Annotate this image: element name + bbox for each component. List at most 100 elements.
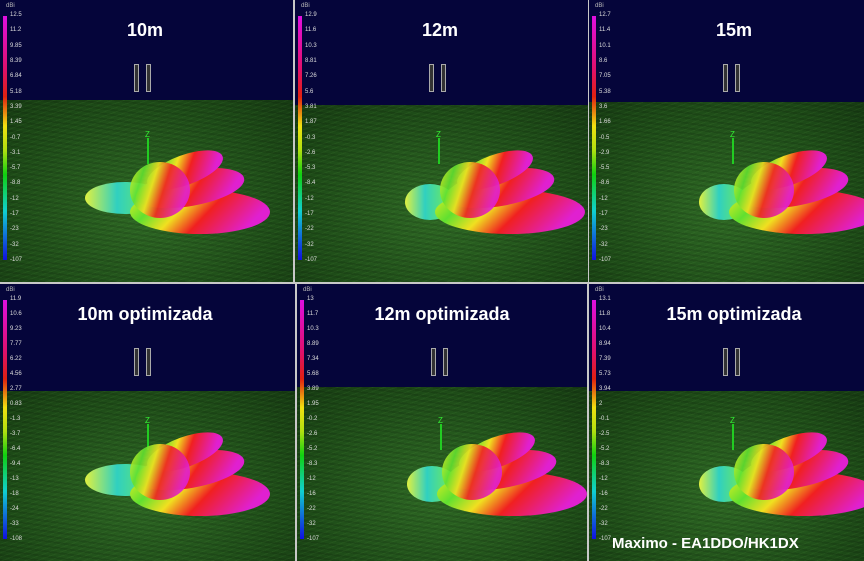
- scale-unit: dBi: [303, 287, 312, 293]
- scale-tick: -5.2: [307, 446, 318, 452]
- z-axis: [147, 138, 149, 164]
- scale-tick: -8.6: [599, 180, 610, 187]
- scale-tick: 11.2: [10, 27, 22, 34]
- panel-title: 10m optimizada: [77, 304, 213, 324]
- color-scale-ticks: 12.5 11.2 9.85 8.39 6.84 5.18 3.39 1.45 -0.7 -3.1…: [10, 12, 22, 264]
- scale-unit: dBi: [301, 3, 310, 9]
- scale-tick: 5.73: [599, 371, 611, 377]
- scale-tick: 1.87: [305, 119, 317, 126]
- scale-tick: -107: [307, 536, 320, 542]
- scale-tick: -2.9: [599, 149, 610, 156]
- scale-tick: -5.2: [599, 446, 610, 452]
- scale-tick: 5.38: [599, 88, 611, 95]
- pattern-panel: dBi 13 11.7 10.3 8.89 7.34 5.68 3.89 1.95 -0.2 -2…: [297, 284, 587, 561]
- panel-title: 12m: [421, 20, 459, 40]
- panel-title: 15m: [715, 20, 753, 40]
- scale-tick: 2.77: [10, 386, 22, 392]
- z-axis: [438, 138, 440, 164]
- scale-tick: 3.81: [305, 103, 317, 110]
- scale-tick: -22: [305, 226, 314, 233]
- scale-tick: 8.6: [599, 57, 608, 64]
- scale-tick: -32: [307, 521, 316, 527]
- scale-tick: -16: [307, 491, 316, 497]
- scale-tick: -6.4: [10, 446, 21, 452]
- scale-tick: -107: [10, 257, 23, 263]
- scale-tick: -0.3: [305, 134, 316, 141]
- scale-tick: 1.95: [307, 401, 319, 407]
- scale-tick: 12.7: [599, 12, 611, 18]
- antenna-icon: [429, 348, 453, 378]
- antenna-icon: [721, 64, 745, 94]
- scale-tick: 13: [307, 296, 314, 302]
- pattern-panel: dBi 13.1 11.8 10.4 8.94 7.39 5.73 3.94 2 -0.1 -2.…: [589, 284, 864, 561]
- scale-tick: -2.6: [305, 149, 316, 156]
- scale-tick: 5.6: [305, 88, 314, 95]
- scale-tick: 12.5: [10, 12, 22, 18]
- scale-tick: -12: [10, 195, 19, 202]
- scale-tick: -0.5: [599, 134, 610, 141]
- author-watermark: Maximo - EA1DDO/HK1DX: [612, 535, 799, 552]
- scale-tick: -3.1: [10, 149, 21, 156]
- scale-tick: 11.7: [307, 311, 319, 317]
- antenna-icon: [132, 64, 156, 94]
- scale-tick: 7.39: [599, 356, 611, 362]
- scale-tick: -32: [305, 241, 314, 248]
- scale-tick: -12: [305, 195, 314, 202]
- scale-tick: 1.66: [599, 119, 611, 126]
- antenna-icon: [132, 348, 156, 378]
- color-scale-ticks: 12.9 11.6 10.3 8.81 7.26 5.6 3.81 1.87 -0.3 -2.6 -…: [305, 12, 317, 264]
- color-scale-ticks: 11.9 10.6 9.23 7.77 6.22 4.56 2.77 0.83 -1.3 -3.7…: [10, 296, 22, 543]
- color-scale-bar: [3, 300, 7, 539]
- scale-tick: 3.6: [599, 103, 608, 110]
- scale-tick: -0.2: [307, 416, 318, 422]
- scale-tick: -16: [599, 491, 608, 497]
- scale-tick: -8.3: [599, 461, 610, 467]
- scale-tick: 4.56: [10, 371, 22, 377]
- scale-tick: 7.34: [307, 356, 319, 362]
- pattern-lobe: [442, 444, 502, 500]
- scale-tick: 8.81: [305, 57, 317, 64]
- pattern-lobe: [734, 444, 794, 500]
- scale-tick: -1.3: [10, 416, 21, 422]
- scale-tick: -12: [599, 476, 608, 482]
- pattern-panel: dBi 12.9 11.6 10.3 8.81 7.26 5.6 3.81 1.87 -0.3 -…: [295, 0, 588, 282]
- scale-tick: 1.45: [10, 119, 22, 126]
- scale-tick: -2.6: [307, 431, 318, 437]
- scale-tick: -2.5: [599, 431, 610, 437]
- scale-tick: -32: [599, 241, 608, 248]
- scale-tick: -12: [599, 195, 608, 202]
- scale-tick: 8.89: [307, 341, 319, 347]
- scale-tick: 2: [599, 401, 603, 407]
- scale-tick: -107: [599, 536, 612, 542]
- radiation-pattern-3d: [405, 150, 585, 234]
- color-scale-ticks: 12.7 11.4 10.1 8.6 7.05 5.38 3.6 1.66 -0.5 -2.9 -5…: [599, 12, 611, 264]
- scale-tick: -23: [599, 226, 608, 233]
- pattern-lobe: [734, 162, 794, 218]
- scale-tick: 9.85: [10, 42, 22, 49]
- color-scale-bar: [3, 16, 7, 260]
- pattern-lobe: [130, 162, 190, 218]
- scale-tick: -32: [599, 521, 608, 527]
- scale-tick: 7.05: [599, 73, 611, 80]
- scale-tick: 3.39: [10, 103, 22, 110]
- color-scale-bar: [298, 16, 302, 260]
- pattern-panel: dBi 12.7 11.4 10.1 8.6 7.05 5.38 3.6 1.66 -0.5 -2…: [589, 0, 864, 282]
- scale-tick: 6.84: [10, 73, 22, 80]
- scale-tick: -22: [599, 506, 608, 512]
- scale-tick: 11.4: [599, 27, 611, 34]
- z-axis: [440, 424, 442, 450]
- color-scale-ticks: 13.1 11.8 10.4 8.94 7.39 5.73 3.94 2 -0.1 -2.5 -5.…: [599, 296, 611, 543]
- radiation-pattern-3d: [85, 432, 270, 516]
- scale-tick: -13: [10, 476, 19, 482]
- color-scale-bar: [592, 16, 596, 260]
- scale-tick: -33: [10, 521, 19, 527]
- scale-tick: 13.1: [599, 296, 611, 302]
- scale-tick: 12.9: [305, 12, 317, 18]
- z-axis-label: Z: [730, 130, 735, 139]
- scale-tick: -0.7: [10, 134, 21, 141]
- pattern-lobe: [440, 162, 500, 218]
- scale-tick: -32: [10, 241, 19, 248]
- panel-title: 10m: [126, 20, 164, 40]
- scale-unit: dBi: [595, 287, 604, 293]
- z-axis: [732, 424, 734, 450]
